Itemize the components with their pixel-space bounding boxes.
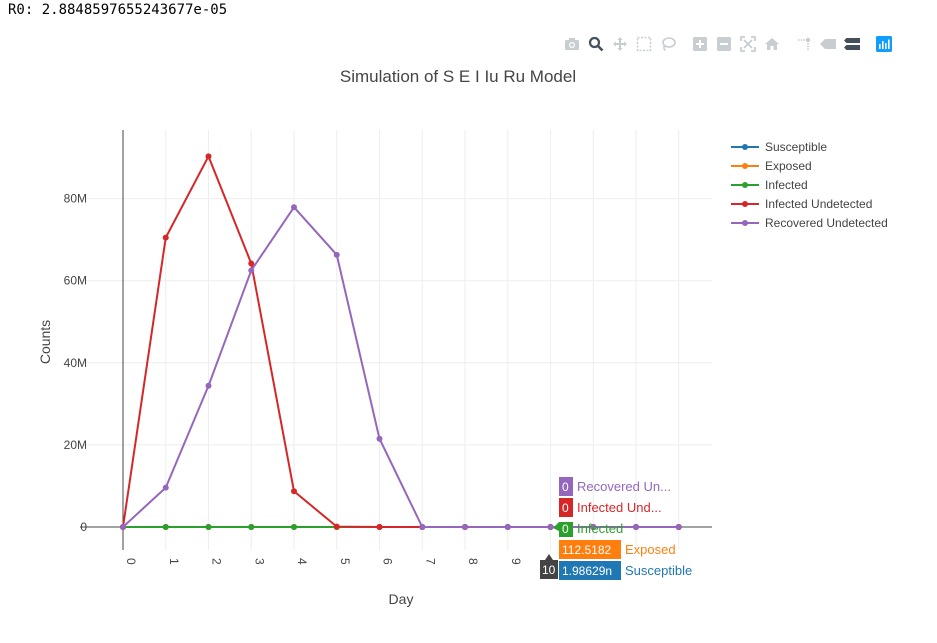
- x-axis-title: Day: [389, 591, 414, 607]
- data-point: [248, 260, 255, 267]
- hover-value: 0: [562, 501, 569, 515]
- y-tick-label: 20M: [64, 438, 87, 452]
- hover-box: [559, 540, 621, 559]
- data-point: [248, 524, 255, 530]
- spike-lines-icon[interactable]: [794, 34, 814, 54]
- data-point: [419, 524, 426, 530]
- plotly-logo-icon[interactable]: [874, 34, 894, 54]
- data-point: [547, 524, 554, 530]
- hover-label: Infected Und...: [577, 500, 662, 515]
- legend-marker[interactable]: [742, 163, 748, 169]
- data-point: [162, 484, 169, 491]
- data-point: [291, 524, 297, 530]
- hover-label: Susceptible: [625, 563, 692, 578]
- autoscale-icon[interactable]: [738, 34, 758, 54]
- series-lines: [120, 153, 682, 530]
- data-point: [590, 524, 597, 530]
- camera-icon[interactable]: [562, 34, 582, 54]
- y-tick-label: 60M: [64, 274, 87, 288]
- x-tick-label: 2: [210, 558, 224, 565]
- data-point: [333, 523, 340, 530]
- x-tick-label: 3: [252, 558, 266, 565]
- hover-box: [553, 522, 573, 537]
- reset-axes-icon[interactable]: [762, 34, 782, 54]
- hover-box: [559, 498, 573, 517]
- hover-label: Exposed: [625, 542, 676, 557]
- x-tick-label: 8: [466, 558, 480, 565]
- hover-value: 1.98629n: [562, 564, 612, 578]
- series-line-infected-undetected: [122, 155, 679, 528]
- data-point: [291, 204, 297, 211]
- data-point: [633, 524, 639, 530]
- data-point: [291, 488, 297, 495]
- zoom-out-icon[interactable]: [714, 34, 734, 54]
- legend-marker[interactable]: [742, 144, 748, 150]
- data-point: [675, 524, 682, 530]
- x-tick-label: 6: [381, 558, 395, 565]
- pan-icon[interactable]: [610, 34, 630, 54]
- y-tick-label: 40M: [64, 356, 87, 370]
- x-tick-label: 5: [338, 558, 352, 565]
- data-point: [162, 234, 169, 241]
- data-point: [504, 524, 511, 530]
- hover-compare-icon[interactable]: [842, 34, 862, 54]
- x-tick-label: 0: [124, 558, 138, 565]
- x-tick-label: 9: [509, 558, 523, 565]
- modebar: [562, 34, 898, 54]
- data-point: [162, 524, 169, 530]
- box-select-icon[interactable]: [634, 34, 654, 54]
- y-tick-labels: 0 20M 40M 60M 80M: [64, 192, 88, 534]
- hover-labels: 0 Recovered Un... 0 Infected Und... 0 Infecte…: [540, 477, 692, 580]
- legend-item[interactable]: Exposed: [765, 159, 812, 173]
- legend-item[interactable]: Infected: [765, 178, 808, 192]
- hover-value: 0: [562, 480, 569, 494]
- hover-box: [559, 477, 573, 496]
- chart-title: Simulation of S E I Iu Ru Model: [340, 67, 576, 86]
- zoom-icon[interactable]: [586, 34, 606, 54]
- data-point: [120, 524, 126, 530]
- y-tick-label: 0: [80, 520, 87, 534]
- zoom-in-icon[interactable]: [690, 34, 710, 54]
- data-point: [205, 382, 212, 389]
- x-tick-label: 7: [423, 558, 437, 565]
- series-line-recovered-undetected: [122, 206, 679, 528]
- hover-x-box: [540, 554, 558, 579]
- legend-item[interactable]: Recovered Undetected: [765, 216, 888, 230]
- hover-label: Infected: [577, 521, 623, 536]
- data-point: [333, 251, 340, 258]
- y-axis-title: Counts: [37, 320, 53, 364]
- grid-lines: [80, 130, 712, 550]
- y-tick-label: 80M: [64, 192, 87, 206]
- legend-item[interactable]: Infected Undetected: [765, 197, 872, 211]
- data-point: [205, 153, 212, 160]
- hover-value: 112.5182: [562, 543, 611, 557]
- data-point: [248, 267, 255, 274]
- data-point: [205, 524, 212, 530]
- x-tick-label: 4: [295, 558, 309, 565]
- x-tick-label: 1: [167, 558, 181, 565]
- lasso-select-icon[interactable]: [658, 34, 678, 54]
- legend-marker[interactable]: [742, 201, 748, 207]
- hover-label: Recovered Un...: [577, 479, 671, 494]
- legend[interactable]: Susceptible Exposed Infected Infected Undet…: [731, 140, 888, 230]
- hover-box: [559, 561, 621, 580]
- legend-marker[interactable]: [742, 182, 748, 188]
- r0-output: R0: 2.8848597655243677e-05: [8, 2, 228, 18]
- hover-value: 0: [562, 522, 569, 536]
- x-tick-labels: 0 1 2 3 4 5 6 7 8 9: [124, 558, 523, 565]
- data-point: [462, 524, 468, 530]
- legend-item[interactable]: Susceptible: [765, 140, 827, 154]
- legend-marker[interactable]: [742, 220, 748, 226]
- data-point: [376, 435, 383, 442]
- hover-x-label: 10: [542, 563, 556, 577]
- hover-closest-icon[interactable]: [818, 34, 838, 54]
- data-point: [376, 524, 383, 530]
